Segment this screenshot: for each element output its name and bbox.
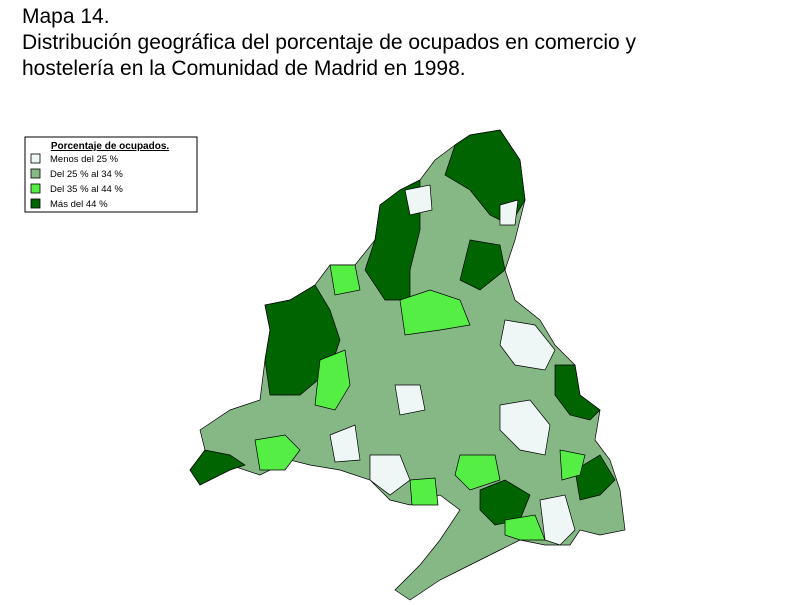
municipality [394,384,426,416]
municipality [254,434,301,471]
municipality [454,454,501,491]
municipality [504,514,546,541]
legend-label: Del 25 % al 34 % [50,169,123,180]
municipality [499,199,519,226]
legend-swatch [30,153,41,164]
legend-label: Del 35 % al 44 % [50,184,123,195]
municipality [574,454,616,501]
municipality [559,449,586,481]
legend: Porcentaje de ocupados. Menos del 25 % De… [24,136,198,213]
municipality [459,239,506,291]
legend-title: Porcentaje de ocupados. [51,141,170,152]
legend-swatch [30,168,41,179]
legend-swatch [30,183,41,194]
municipality [554,364,601,421]
municipality [314,349,351,411]
legend-swatch [30,198,41,209]
municipality [329,424,361,463]
legend-box [24,136,198,213]
region-map [189,129,626,601]
title-line: hostelería en la Comunidad de Madrid en … [22,57,466,80]
municipality [404,184,433,216]
municipality [189,449,246,486]
municipality [409,477,439,506]
title-line: Mapa 14. [22,5,110,28]
municipality [364,179,421,301]
municipality [499,399,551,456]
municipality [539,494,576,546]
municipality [399,289,471,336]
title-line: Distribución geográfica del porcentaje d… [22,31,637,54]
municipality [329,264,361,296]
legend-label: Menos del 25 % [50,154,119,165]
legend-label: Más del 44 % [50,199,108,210]
municipality [369,454,411,496]
municipality [499,319,556,371]
